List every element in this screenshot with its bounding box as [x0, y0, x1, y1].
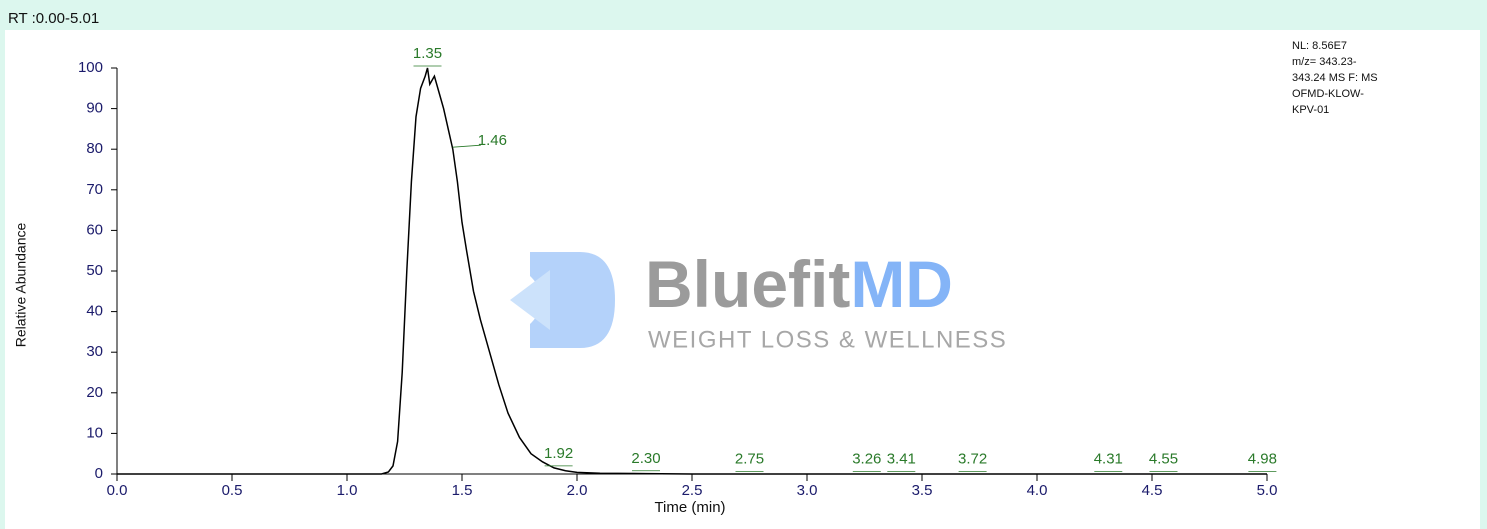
- x-tick-label: 1.5: [452, 482, 473, 499]
- watermark-brand-text: Bluefit: [645, 247, 850, 321]
- y-tick-label: 50: [86, 262, 103, 279]
- info-line: NL: 8.56E7: [1292, 40, 1347, 52]
- info-line: OFMD-KLOW-: [1292, 88, 1364, 100]
- watermark-tagline: WEIGHT LOSS & WELLNESS: [648, 326, 1007, 353]
- y-tick-label: 100: [78, 59, 103, 76]
- y-tick-label: 40: [86, 303, 103, 320]
- peak-label: 4.31: [1094, 451, 1123, 468]
- info-line: m/z= 343.23-: [1292, 56, 1357, 68]
- peak-label: 1.92: [544, 445, 573, 462]
- peak-label: 2.75: [735, 451, 764, 468]
- peak-label: 4.98: [1248, 451, 1277, 468]
- peak-label: 3.41: [887, 451, 916, 468]
- x-tick-label: 1.0: [337, 482, 358, 499]
- x-tick-label: 4.0: [1027, 482, 1048, 499]
- y-axis-label: Relative Abundance: [13, 223, 29, 348]
- x-tick-label: 0.5: [222, 482, 243, 499]
- y-tick-label: 70: [86, 181, 103, 198]
- peak-label: 4.55: [1149, 451, 1178, 468]
- header: RT :0.00-5.01: [8, 10, 99, 27]
- info-line: 343.24 MS F: MS: [1292, 72, 1378, 84]
- x-tick-label: 4.5: [1142, 482, 1163, 499]
- peak-label: 1.35: [413, 45, 442, 62]
- peak-label: 3.26: [852, 451, 881, 468]
- watermark-logo: [510, 252, 615, 348]
- chromatogram-line: [117, 67, 1267, 475]
- y-tick-label: 0: [95, 465, 103, 482]
- peak-label: 1.46: [478, 132, 507, 149]
- x-axis-label: Time (min): [654, 499, 725, 516]
- y-tick-label: 90: [86, 100, 103, 117]
- peak-label: 3.72: [958, 451, 987, 468]
- peak-label: 2.30: [631, 450, 660, 467]
- watermark-brand-accent: MD: [850, 247, 953, 321]
- info-line: KPV-01: [1292, 104, 1329, 116]
- x-tick-label: 5.0: [1257, 482, 1278, 499]
- y-tick-label: 30: [86, 343, 103, 360]
- x-tick-label: 3.5: [912, 482, 933, 499]
- x-tick-label: 2.5: [682, 482, 703, 499]
- x-tick-label: 3.0: [797, 482, 818, 499]
- y-tick-label: 60: [86, 221, 103, 238]
- watermark-brand: BluefitMD: [645, 247, 953, 321]
- x-tick-label: 2.0: [567, 482, 588, 499]
- plot-panel: [5, 30, 1480, 529]
- x-tick-label: 0.0: [107, 482, 128, 499]
- peak-marker: [452, 144, 481, 148]
- y-tick-label: 20: [86, 384, 103, 401]
- y-tick-label: 80: [86, 140, 103, 157]
- y-tick-label: 10: [86, 424, 103, 441]
